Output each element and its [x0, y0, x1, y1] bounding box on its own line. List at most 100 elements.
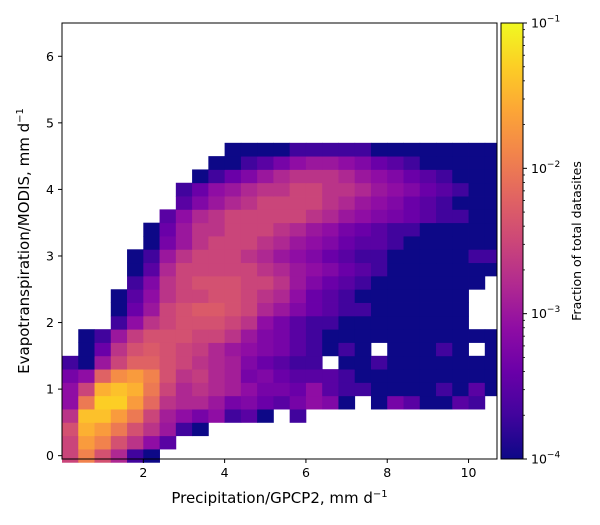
heatmap-cell: [436, 369, 453, 383]
heatmap-cell: [143, 395, 160, 410]
heatmap-cell: [78, 329, 95, 343]
heatmap-cell: [387, 302, 404, 317]
heatmap-cell: [175, 196, 193, 210]
heatmap-cell: [484, 236, 498, 250]
heatmap-cell: [436, 222, 453, 237]
heatmap-cell: [94, 342, 112, 357]
heatmap-cell: [354, 275, 372, 290]
heatmap-cell: [208, 182, 226, 197]
heatmap-cell: [452, 289, 469, 303]
heatmap-cell: [468, 182, 486, 197]
heatmap-cell: [240, 315, 258, 330]
x-tick-label: 6: [302, 465, 310, 480]
heatmap-cell: [289, 275, 307, 290]
heatmap-cell: [403, 329, 421, 343]
heatmap-cell: [192, 182, 209, 197]
heatmap-cell: [419, 315, 437, 330]
heatmap-cell: [468, 275, 486, 290]
heatmap-cell: [159, 289, 177, 303]
heatmap-cell: [354, 315, 372, 330]
heatmap-cell: [94, 449, 112, 463]
heatmap-cell: [484, 142, 498, 157]
heatmap-cell: [273, 156, 291, 170]
heatmap-cell: [484, 196, 498, 210]
heatmap-cell: [419, 169, 437, 184]
heatmap-cell: [224, 289, 242, 303]
heatmap-cell: [468, 196, 486, 210]
heatmap-cell: [240, 409, 258, 423]
heatmap-cell: [322, 382, 339, 397]
heatmap-cell: [322, 275, 339, 290]
heatmap-cell: [305, 262, 323, 277]
heatmap-cell: [62, 449, 79, 463]
colorbar-tick-label: 10−3: [531, 305, 560, 321]
heatmap-cell: [387, 315, 404, 330]
heatmap-cell: [192, 342, 209, 357]
heatmap-cell: [289, 395, 307, 410]
heatmap-cell: [110, 449, 128, 463]
heatmap-cell: [289, 196, 307, 210]
heatmap-cell: [208, 329, 226, 343]
x-axis-label-main: Precipitation/GPCP2, mm d: [171, 489, 373, 507]
heatmap-cell: [436, 142, 453, 157]
heatmap-cell: [159, 382, 177, 397]
heatmap-cell: [110, 409, 128, 423]
heatmap-cell: [208, 275, 226, 290]
heatmap-cell: [354, 236, 372, 250]
heatmap-cell: [370, 142, 388, 157]
heatmap-cell: [224, 196, 242, 210]
heatmap-cell: [305, 196, 323, 210]
heatmap-cell: [403, 395, 421, 410]
heatmap-cell: [452, 249, 469, 264]
heatmap-cell: [78, 342, 95, 357]
y-tick-label: 4: [46, 182, 54, 197]
heatmap-cell: [387, 289, 404, 303]
heatmap-cell: [289, 369, 307, 383]
heatmap-cell: [419, 275, 437, 290]
heatmap-cell: [224, 209, 242, 224]
y-axis-label-main: Evapotranspiration/MODIS, mm d: [15, 123, 33, 374]
x-axis-label-exponent: −1: [373, 489, 388, 500]
heatmap-cell: [127, 342, 144, 357]
heatmap-cell: [436, 169, 453, 184]
heatmap-cell: [224, 182, 242, 197]
heatmap-cell: [452, 209, 469, 224]
heatmap-cell: [403, 196, 421, 210]
heatmap-cell: [62, 422, 79, 437]
y-tick-label: 3: [46, 248, 54, 263]
heatmap-cell: [289, 262, 307, 277]
heatmap-cell: [305, 275, 323, 290]
heatmap-cell: [338, 302, 356, 317]
heatmap-cell: [94, 369, 112, 383]
heatmap-cell: [305, 315, 323, 330]
heatmap-cell: [387, 196, 404, 210]
heatmap-cell: [419, 395, 437, 410]
heatmap-cell: [370, 222, 388, 237]
heatmap-cell: [127, 395, 144, 410]
heatmap-cell: [484, 156, 498, 170]
heatmap-cell: [419, 369, 437, 383]
heatmap-cell: [468, 249, 486, 264]
heatmap-cell: [273, 142, 291, 157]
heatmap-cell: [175, 182, 193, 197]
heatmap-cell: [143, 329, 160, 343]
heatmap-cell: [436, 249, 453, 264]
heatmap-cell: [452, 236, 469, 250]
heatmap-cell: [192, 315, 209, 330]
heatmap-cell: [305, 329, 323, 343]
heatmap-cell: [175, 355, 193, 370]
heatmap-cell: [403, 169, 421, 184]
heatmap-cell: [257, 262, 274, 277]
heatmap-cell: [257, 222, 274, 237]
heatmap-cell: [370, 329, 388, 343]
heatmap-cell: [273, 395, 291, 410]
colorbar-tick-label: 10−1: [531, 15, 560, 31]
heatmap-cell: [208, 236, 226, 250]
heatmap-cell: [257, 369, 274, 383]
heatmap-cell: [354, 222, 372, 237]
colorbar: [500, 22, 524, 460]
heatmap-cell: [338, 262, 356, 277]
heatmap-cell: [370, 302, 388, 317]
heatmap-cell: [436, 315, 453, 330]
heatmap-cell: [289, 315, 307, 330]
